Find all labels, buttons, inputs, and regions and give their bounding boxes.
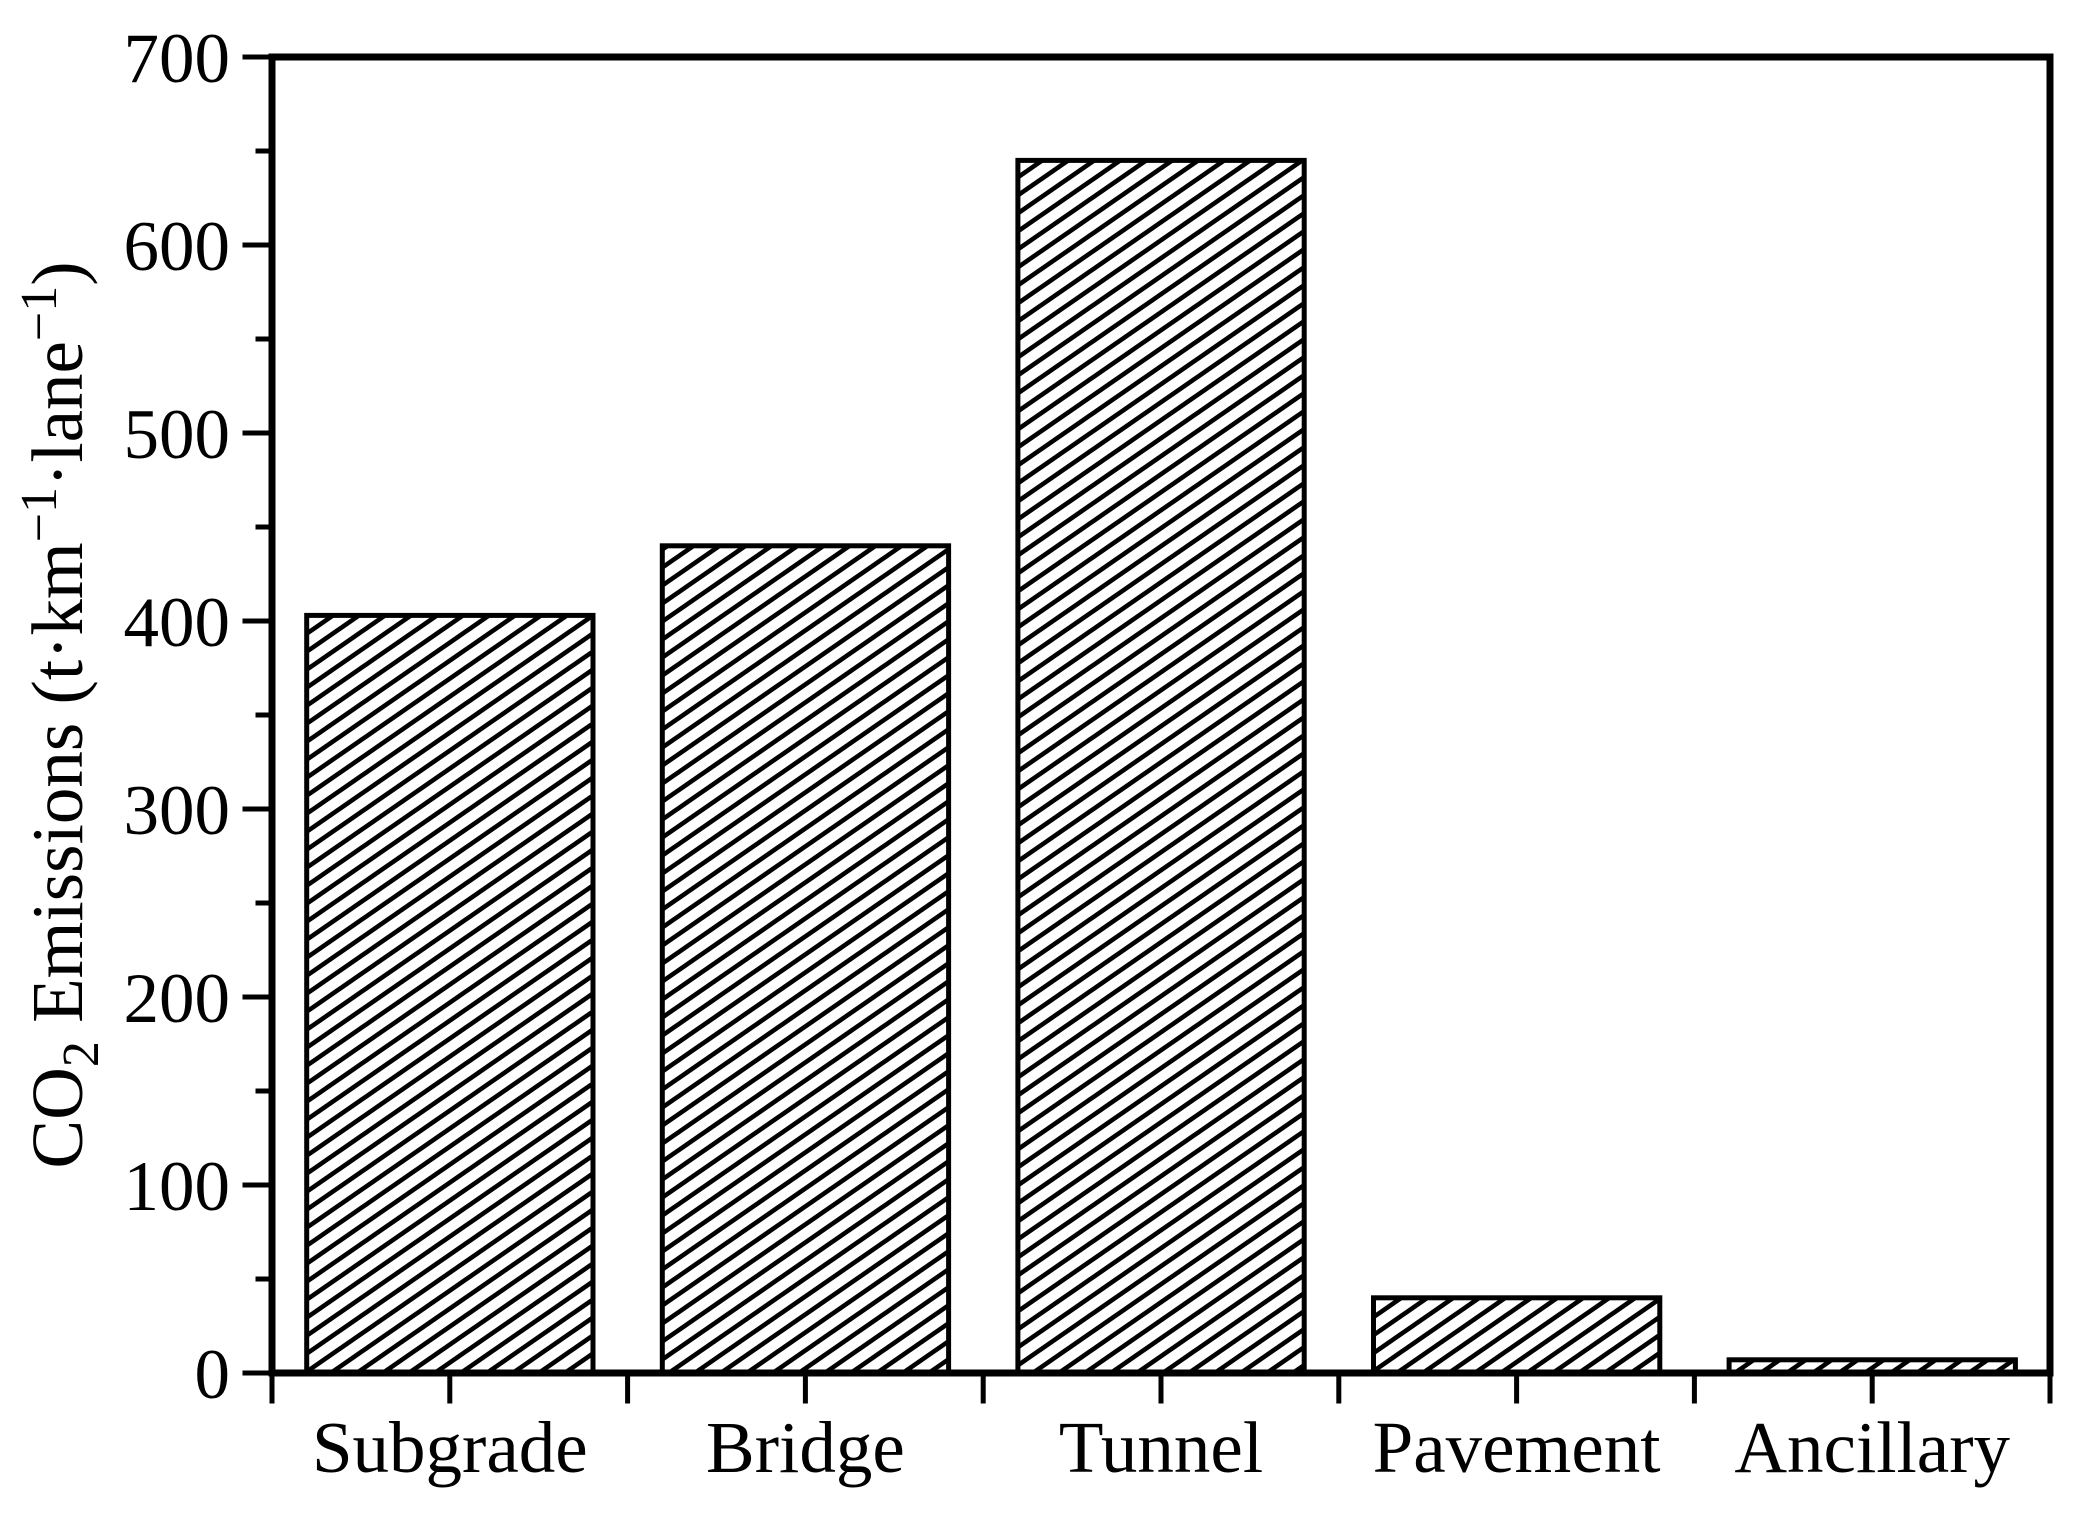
y-tick-label: 500 bbox=[124, 396, 231, 474]
bar-bridge bbox=[659, 543, 952, 1376]
y-tick-label: 200 bbox=[124, 960, 231, 1038]
bar-tunnel bbox=[1015, 157, 1307, 1376]
y-tick-label: 700 bbox=[124, 20, 231, 98]
x-category-label-pavement: Pavement bbox=[1373, 1407, 1661, 1488]
ticks-group bbox=[242, 54, 2053, 1404]
y-tick-label: 0 bbox=[195, 1336, 231, 1414]
plot-frame bbox=[268, 53, 2054, 1377]
axes-group bbox=[268, 53, 2054, 1377]
x-category-label-ancillary: Ancillary bbox=[1734, 1407, 2010, 1488]
y-tick-label: 100 bbox=[124, 1148, 231, 1226]
bar-subgrade bbox=[304, 612, 596, 1376]
labels-group: 0 100 200 300 400 500 600 700 Subgrade Bridge Tunn… bbox=[11, 20, 2011, 1488]
bar-pavement bbox=[1371, 1295, 1663, 1376]
x-category-label-bridge: Bridge bbox=[706, 1407, 905, 1488]
x-category-label-subgrade: Subgrade bbox=[312, 1407, 588, 1488]
y-tick-label: 300 bbox=[124, 772, 231, 850]
y-axis-title: CO2 Emissions (t·km−1·lane−1) bbox=[11, 261, 110, 1168]
y-tick-label: 600 bbox=[124, 208, 231, 286]
x-category-label-tunnel: Tunnel bbox=[1059, 1407, 1263, 1488]
bars-group bbox=[304, 157, 2018, 1376]
y-tick-label: 400 bbox=[124, 584, 231, 662]
